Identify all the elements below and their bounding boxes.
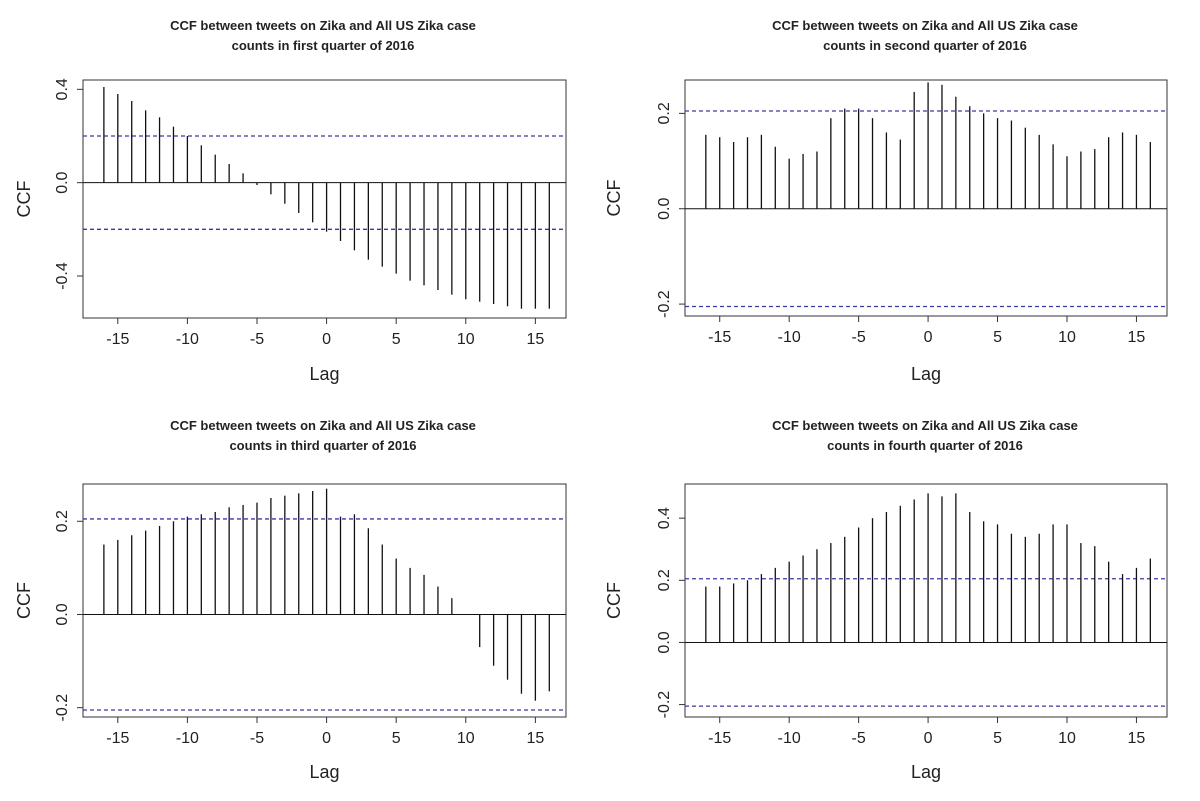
y-tick-label: -0.2 xyxy=(656,290,673,318)
x-tick-label: 5 xyxy=(993,730,1002,747)
chart-title-line1: CCF between tweets on Zika and All US Zi… xyxy=(170,18,476,33)
x-tick-label: 15 xyxy=(526,730,544,747)
x-tick-label: -10 xyxy=(778,730,801,747)
plot-frame xyxy=(82,483,567,718)
x-axis-label: Lag xyxy=(911,364,941,384)
y-tick-label: 0.4 xyxy=(54,78,71,100)
ccf-panel-2: CCF between tweets on Zika and All US Zi… xyxy=(604,18,1168,384)
chart-title-line1: CCF between tweets on Zika and All US Zi… xyxy=(170,418,476,433)
x-tick-label: 0 xyxy=(322,730,331,747)
y-tick-label: 0.0 xyxy=(656,198,673,220)
x-tick-label: 0 xyxy=(924,730,933,747)
y-axis-label: CCF xyxy=(604,180,624,217)
x-tick-label: -15 xyxy=(708,329,731,346)
y-tick-label: 0.0 xyxy=(54,603,71,625)
chart-title-line2: counts in first quarter of 2016 xyxy=(232,38,415,53)
y-tick-label: 0.2 xyxy=(656,102,673,124)
y-tick-label: 0.0 xyxy=(656,631,673,653)
ccf-panel-1: CCF between tweets on Zika and All US Zi… xyxy=(14,18,567,384)
x-axis-label: Lag xyxy=(309,364,339,384)
x-axis-label: Lag xyxy=(911,762,941,782)
x-tick-label: 10 xyxy=(1058,730,1076,747)
x-tick-label: -15 xyxy=(106,331,129,348)
chart-title-line1: CCF between tweets on Zika and All US Zi… xyxy=(772,18,1078,33)
y-tick-label: -0.4 xyxy=(54,262,71,290)
x-tick-label: -5 xyxy=(852,730,866,747)
x-tick-label: 10 xyxy=(457,331,475,348)
x-tick-label: 5 xyxy=(392,730,401,747)
x-tick-label: -15 xyxy=(708,730,731,747)
plot-frame xyxy=(684,483,1168,718)
y-axis-label: CCF xyxy=(14,181,34,218)
plot-frame xyxy=(684,79,1168,317)
x-tick-label: 5 xyxy=(392,331,401,348)
x-tick-label: -10 xyxy=(176,331,199,348)
chart-title-line1: CCF between tweets on Zika and All US Zi… xyxy=(772,418,1078,433)
x-tick-label: 10 xyxy=(457,730,475,747)
x-tick-label: -5 xyxy=(852,329,866,346)
y-tick-label: 0.2 xyxy=(656,569,673,591)
chart-title-line2: counts in second quarter of 2016 xyxy=(823,38,1027,53)
y-tick-label: 0.2 xyxy=(54,510,71,532)
x-tick-label: -5 xyxy=(250,730,264,747)
chart-title-line2: counts in fourth quarter of 2016 xyxy=(827,438,1023,453)
x-tick-label: -5 xyxy=(250,331,264,348)
x-tick-label: 0 xyxy=(924,329,933,346)
chart-title-line2: counts in third quarter of 2016 xyxy=(229,438,416,453)
plot-frame xyxy=(82,79,567,319)
x-tick-label: -15 xyxy=(106,730,129,747)
y-tick-label: -0.2 xyxy=(54,694,71,722)
y-axis-label: CCF xyxy=(14,582,34,619)
x-tick-label: 10 xyxy=(1058,329,1076,346)
x-tick-label: -10 xyxy=(778,329,801,346)
y-tick-label: 0.4 xyxy=(656,507,673,529)
y-axis-label: CCF xyxy=(604,582,624,619)
x-tick-label: -10 xyxy=(176,730,199,747)
x-tick-label: 0 xyxy=(322,331,331,348)
ccf-panel-3: CCF between tweets on Zika and All US Zi… xyxy=(14,418,567,782)
x-tick-label: 15 xyxy=(526,331,544,348)
y-tick-label: -0.2 xyxy=(656,691,673,719)
y-tick-label: 0.0 xyxy=(54,171,71,193)
x-tick-label: 5 xyxy=(993,329,1002,346)
x-axis-label: Lag xyxy=(309,762,339,782)
ccf-panel-4: CCF between tweets on Zika and All US Zi… xyxy=(604,418,1168,782)
x-tick-label: 15 xyxy=(1128,730,1146,747)
x-tick-label: 15 xyxy=(1128,329,1146,346)
